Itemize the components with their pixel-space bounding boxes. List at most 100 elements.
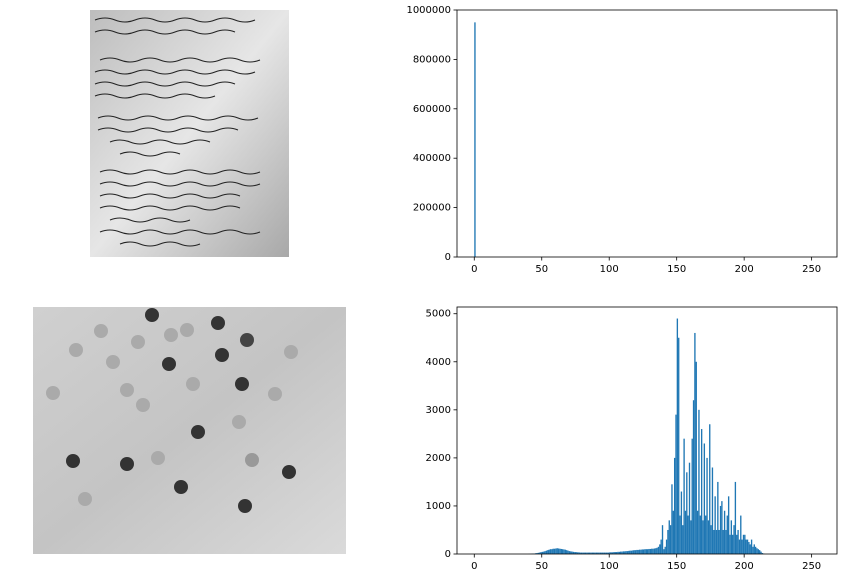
bar (603, 552, 606, 554)
y-tick-label: 5000 (426, 309, 451, 320)
bar (555, 548, 557, 554)
dot (211, 316, 225, 330)
bar (675, 414, 677, 554)
bar (746, 539, 749, 554)
bar (760, 551, 762, 554)
bar (679, 515, 681, 554)
bar (714, 496, 716, 554)
dot (164, 328, 178, 342)
x-tick-label: 200 (735, 561, 754, 572)
bar (744, 534, 746, 554)
bar (676, 318, 679, 554)
bar (741, 539, 743, 554)
bar (706, 457, 708, 554)
bar (572, 551, 575, 554)
bar (673, 457, 676, 554)
bar (609, 552, 611, 554)
bar (611, 552, 614, 554)
bar (537, 552, 540, 554)
bar (680, 491, 683, 554)
manuscript-image (90, 10, 289, 257)
dot (240, 333, 254, 347)
x-tick-label: 200 (735, 264, 754, 275)
bar (757, 549, 760, 554)
bar (610, 552, 612, 554)
dot (235, 377, 249, 391)
dot (282, 465, 296, 479)
bar (578, 552, 580, 554)
y-tick-label: 2000 (426, 453, 451, 464)
dot (120, 383, 134, 397)
bar (727, 496, 730, 554)
bar (594, 552, 596, 554)
bar (645, 549, 647, 554)
bar (730, 520, 733, 554)
bar (561, 549, 564, 554)
bar (551, 549, 553, 554)
bar (615, 552, 618, 554)
dot (151, 451, 165, 465)
bar (590, 552, 592, 554)
bar (543, 551, 545, 554)
bar (664, 546, 666, 554)
bar (665, 539, 668, 554)
bar (688, 462, 691, 554)
bar (709, 424, 711, 554)
dot (174, 480, 188, 494)
bar (669, 525, 672, 554)
bar (733, 525, 735, 554)
bar (549, 549, 552, 554)
bar (732, 534, 734, 554)
bar (605, 552, 607, 554)
bar (715, 529, 718, 554)
bar (750, 539, 753, 554)
bar (721, 501, 723, 554)
bar (539, 552, 541, 554)
bar (749, 544, 751, 554)
bar (536, 553, 538, 554)
bar (759, 550, 761, 554)
bar (717, 481, 719, 554)
bar (583, 552, 585, 554)
x-tick-label: 50 (535, 561, 548, 572)
y-tick-label: 1000 (426, 501, 451, 512)
bar (761, 553, 764, 554)
bar (754, 546, 757, 554)
bar (637, 549, 639, 554)
bar (593, 552, 595, 554)
bar (579, 552, 581, 554)
bar (564, 549, 567, 554)
bar (571, 551, 573, 554)
bar (641, 549, 643, 554)
bar (753, 544, 755, 554)
bar (742, 534, 745, 554)
bar (614, 552, 616, 554)
bar (625, 551, 627, 554)
dot (180, 323, 194, 337)
bar (634, 550, 637, 554)
bar (738, 539, 741, 554)
axes-frame (456, 9, 838, 258)
bar (629, 550, 631, 554)
dots-image (33, 307, 346, 554)
bar (713, 529, 715, 554)
bar (601, 552, 603, 554)
bar (626, 551, 629, 554)
bar (702, 520, 704, 554)
bar (591, 552, 594, 554)
bar (630, 550, 633, 554)
y-tick-label: 200000 (413, 203, 451, 214)
dot (238, 499, 252, 513)
bar (552, 548, 554, 554)
bar (640, 549, 642, 554)
axes-frame (456, 306, 838, 555)
bar (692, 400, 695, 554)
bar (586, 552, 588, 554)
bar (707, 520, 710, 554)
bar (544, 551, 546, 554)
bar (699, 515, 701, 554)
bar (632, 550, 634, 554)
bar (723, 510, 726, 554)
bar (649, 548, 652, 554)
